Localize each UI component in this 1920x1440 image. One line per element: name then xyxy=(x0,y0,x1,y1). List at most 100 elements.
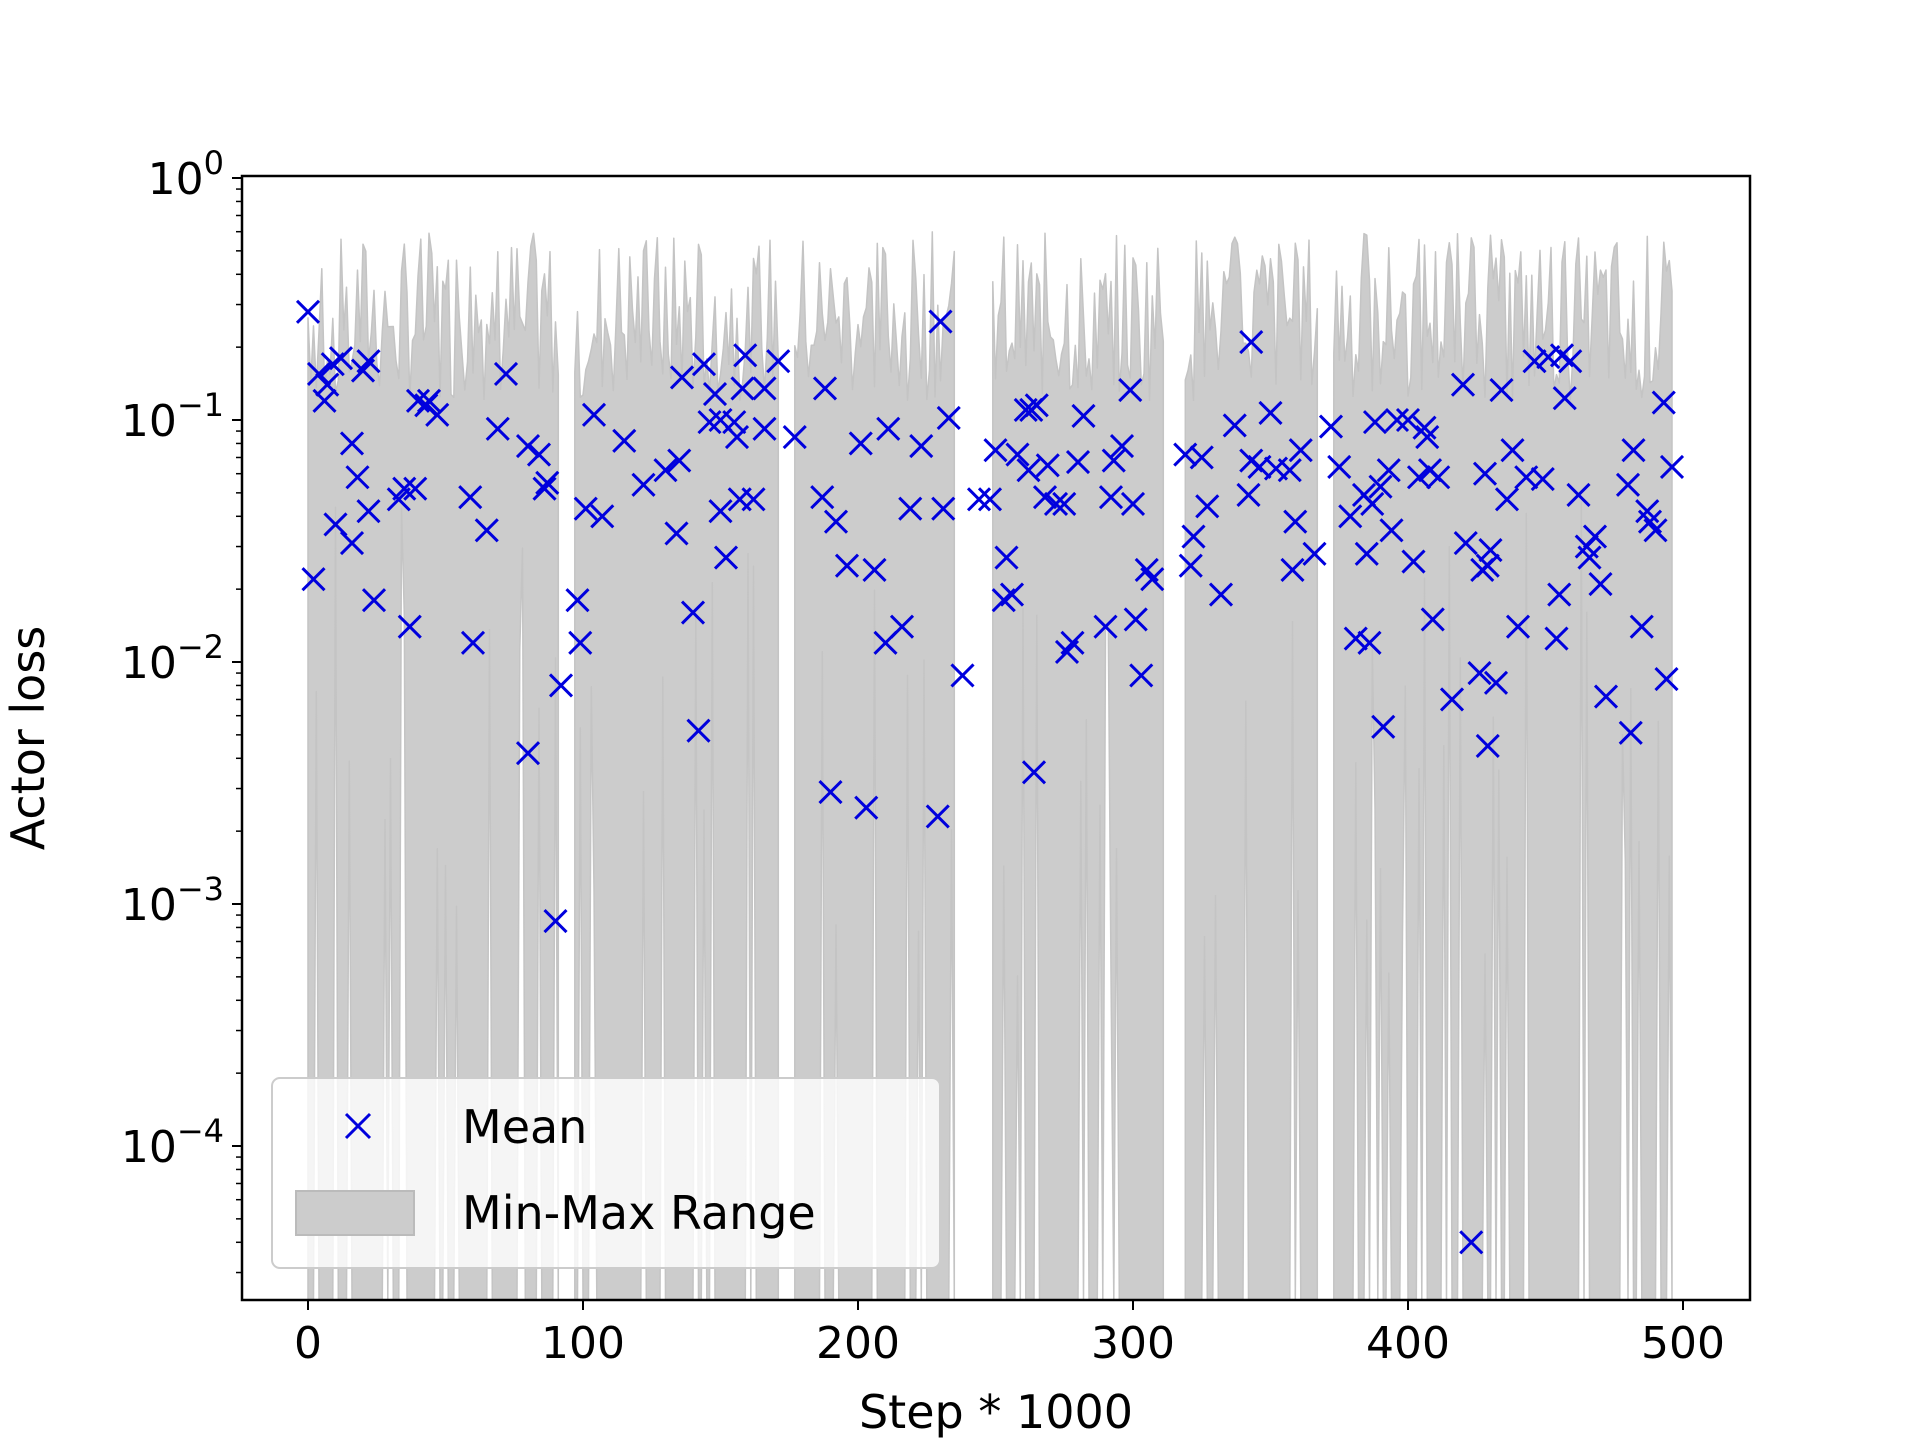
mean-point-106 xyxy=(1118,377,1143,403)
mean-point-104 xyxy=(1101,448,1126,473)
mean-point-17 xyxy=(397,614,422,639)
mean-point-117 xyxy=(1208,582,1234,607)
mean-point-118 xyxy=(1222,413,1247,438)
mean-point-10 xyxy=(345,465,370,490)
mean-point-34 xyxy=(548,673,574,698)
mean-point-33 xyxy=(543,909,568,934)
mean-point-47 xyxy=(686,718,711,743)
mean-point-107 xyxy=(1120,491,1146,516)
mean-point-36 xyxy=(568,630,593,655)
mean-point-140 xyxy=(1371,714,1396,739)
mean-point-55 xyxy=(724,425,750,450)
mean-point-37 xyxy=(573,496,598,521)
mean-point-119 xyxy=(1236,482,1261,508)
mean-point-27 xyxy=(493,361,519,387)
mean-point-2 xyxy=(306,361,332,387)
mean-point-69 xyxy=(848,431,873,456)
mean-point-65 xyxy=(812,376,838,401)
mean-point-105 xyxy=(1109,434,1135,459)
mean-point-161 xyxy=(1478,538,1503,563)
mean-point-35 xyxy=(565,588,590,613)
mean-point-185 xyxy=(1629,614,1654,639)
legend-range-label: Min-Max Range xyxy=(462,1186,816,1240)
mean-point-81 xyxy=(950,663,975,688)
mean-point-68 xyxy=(834,553,860,578)
mean-point-144 xyxy=(1395,407,1421,433)
mean-point-143 xyxy=(1384,407,1410,433)
x-tick-label-0: 0 xyxy=(294,1318,322,1369)
mean-point-28 xyxy=(515,434,541,459)
mean-point-78 xyxy=(928,309,953,334)
range-band-segment-5 xyxy=(1333,232,1673,1301)
mean-point-70 xyxy=(854,795,879,820)
mean-point-9 xyxy=(339,531,365,556)
mean-point-79 xyxy=(931,496,956,521)
mean-point-60 xyxy=(752,376,777,401)
mean-point-39 xyxy=(590,504,615,529)
mean-point-45 xyxy=(669,365,695,390)
mean-point-1 xyxy=(301,567,326,592)
mean-point-183 xyxy=(1618,720,1643,745)
mean-point-71 xyxy=(862,557,887,583)
mean-point-153 xyxy=(1450,372,1476,397)
legend-box xyxy=(271,1077,941,1269)
mean-point-142 xyxy=(1379,518,1404,543)
mean-point-162 xyxy=(1483,670,1509,695)
mean-point-97 xyxy=(1052,491,1077,516)
mean-point-76 xyxy=(909,434,934,459)
y-axis-title: Actor loss xyxy=(1,626,55,851)
mean-point-13 xyxy=(356,499,381,524)
mean-point-164 xyxy=(1494,487,1520,512)
mean-point-188 xyxy=(1643,518,1668,543)
mean-point-155 xyxy=(1459,1230,1484,1255)
y-tick-label-0: 10−4 xyxy=(121,1112,224,1173)
mean-point-184 xyxy=(1621,438,1646,463)
mean-point-53 xyxy=(713,545,739,570)
x-tick-label-100: 100 xyxy=(541,1318,625,1369)
mean-point-128 xyxy=(1288,438,1313,463)
mean-point-147 xyxy=(1412,415,1437,440)
mean-point-99 xyxy=(1060,630,1085,655)
mean-point-136 xyxy=(1357,630,1382,655)
mean-point-123 xyxy=(1258,400,1283,425)
mean-point-100 xyxy=(1065,450,1091,475)
mean-point-38 xyxy=(581,402,607,427)
mean-point-102 xyxy=(1093,614,1118,639)
y-tick-label-3: 10−1 xyxy=(121,386,224,447)
mean-point-75 xyxy=(898,496,923,521)
mean-point-115 xyxy=(1189,445,1214,470)
mean-point-77 xyxy=(925,804,950,829)
mean-point-41 xyxy=(631,472,656,497)
mean-point-182 xyxy=(1615,472,1641,497)
mean-point-40 xyxy=(612,428,637,453)
range-band-segment-4 xyxy=(1184,236,1319,1301)
legend: Mean Min-Max Range xyxy=(271,1077,941,1269)
mean-point-63 xyxy=(782,425,807,450)
mean-point-83 xyxy=(977,487,1003,512)
mean-point-129 xyxy=(1302,541,1327,566)
legend-range-swatch xyxy=(295,1190,415,1236)
mean-point-18 xyxy=(403,476,428,501)
mean-point-190 xyxy=(1654,667,1679,692)
mean-point-51 xyxy=(708,499,733,524)
x-tick-label-200: 200 xyxy=(816,1318,900,1369)
axes: 0 100 200 300 400 500 10−4 10−3 10−2 10−1 100 xyxy=(121,144,1725,1369)
mean-point-137 xyxy=(1360,491,1385,516)
x-axis-title: Step * 1000 xyxy=(859,1385,1133,1439)
mean-point-125 xyxy=(1277,458,1302,483)
mean-point-58 xyxy=(733,343,758,368)
mean-point-101 xyxy=(1071,403,1096,428)
mean-point-181 xyxy=(1593,684,1619,709)
mean-point-169 xyxy=(1530,467,1555,492)
mean-point-174 xyxy=(1552,386,1577,411)
mean-point-150 xyxy=(1420,607,1445,632)
y-tick-label-2: 10−2 xyxy=(121,628,224,689)
mean-point-189 xyxy=(1651,390,1676,415)
mean-point-86 xyxy=(994,545,1019,570)
mean-point-29 xyxy=(515,741,541,766)
mean-point-141 xyxy=(1376,458,1401,483)
mean-point-131 xyxy=(1327,454,1352,479)
mean-point-42 xyxy=(653,458,678,483)
mean-point-88 xyxy=(1005,442,1030,467)
